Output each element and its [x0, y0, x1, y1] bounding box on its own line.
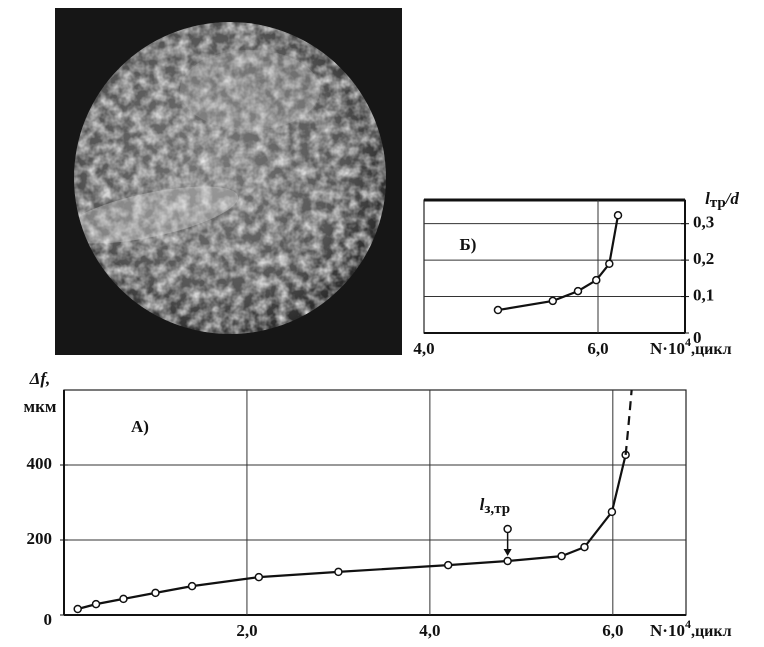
y-label-tail: /d	[724, 189, 740, 208]
y-tick-label: 200	[27, 529, 53, 548]
data-line	[497, 215, 620, 312]
data-point	[607, 507, 617, 517]
annotation-marker	[503, 524, 512, 534]
y-tick-label: 0	[44, 610, 53, 629]
data-point	[187, 581, 197, 591]
x-tick-label: 4,0	[419, 621, 440, 640]
x-label-main: N·10	[650, 339, 685, 358]
y-tick-label: 0	[693, 328, 702, 347]
panel-label: Б)	[460, 235, 477, 254]
data-point	[503, 556, 512, 566]
fracture-photo	[55, 8, 402, 355]
data-point	[573, 286, 583, 296]
y-axis-label: Δf,	[29, 369, 51, 388]
data-point	[592, 275, 601, 285]
data-point	[557, 551, 566, 561]
y-axis-label: lтр/d	[705, 189, 739, 212]
panel-label: А)	[131, 417, 149, 436]
data-point	[613, 211, 623, 220]
x-tick-label: 4,0	[413, 339, 434, 358]
data-point	[91, 599, 101, 609]
y-tick-label: 0,2	[693, 249, 714, 268]
annotation-main: l	[480, 495, 485, 514]
annotation: lз,тр	[480, 495, 510, 518]
x-label-unit: ,цикл	[691, 623, 732, 640]
plot-frame	[423, 199, 686, 334]
data-point	[151, 588, 160, 598]
y-label-main: l	[705, 189, 710, 208]
extrapolation	[624, 389, 633, 455]
data-line	[77, 454, 627, 611]
data-point	[493, 305, 503, 315]
data-point	[334, 567, 343, 577]
data-point	[548, 296, 558, 306]
y-tick-label: 0,1	[693, 285, 714, 304]
data-point	[580, 542, 589, 552]
x-axis-label: N·104,цикл	[650, 617, 732, 640]
x-tick-label: 6,0	[587, 339, 608, 358]
x-tick-label: 2,0	[236, 621, 257, 640]
data-point	[119, 594, 128, 604]
arrow-head	[503, 549, 512, 556]
annotation-sub: з,тр	[484, 501, 510, 517]
data-point	[443, 560, 453, 570]
x-label-unit: ,цикл	[691, 341, 732, 358]
data-point	[254, 572, 264, 582]
y-axis-unit: мкм	[24, 397, 57, 416]
y-tick-label: 400	[27, 454, 53, 473]
x-label-sup: 4	[685, 335, 691, 349]
plot-frame	[63, 389, 687, 616]
data-point	[73, 604, 82, 614]
x-tick-label: 6,0	[602, 621, 623, 640]
y-tick-label: 0,3	[693, 213, 714, 232]
x-label-main: N·10	[650, 621, 685, 640]
y-label-sub: тр	[710, 195, 726, 211]
data-point	[605, 259, 614, 269]
x-axis-label: N·104,цикл	[650, 335, 732, 358]
x-label-sup: 4	[685, 617, 691, 631]
